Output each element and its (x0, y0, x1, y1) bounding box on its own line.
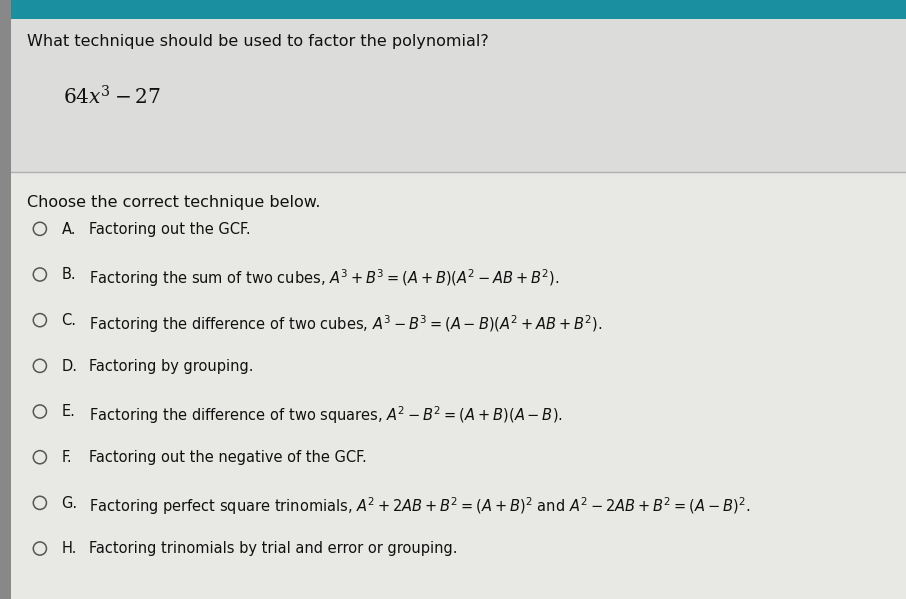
Text: Choose the correct technique below.: Choose the correct technique below. (27, 195, 321, 210)
Bar (0, 0, 11, 599)
Text: Factoring out the negative of the GCF.: Factoring out the negative of the GCF. (89, 450, 367, 465)
Text: H.: H. (62, 541, 77, 556)
Text: What technique should be used to factor the polynomial?: What technique should be used to factor … (27, 34, 489, 49)
Text: Factoring the difference of two cubes, $A^3 - B^3 = (A - B)(A^2 + AB + B^2)$.: Factoring the difference of two cubes, $… (89, 313, 602, 335)
Text: Factoring trinomials by trial and error or grouping.: Factoring trinomials by trial and error … (89, 541, 458, 556)
Text: Factoring the difference of two squares, $A^2 - B^2 = (A + B)(A - B)$.: Factoring the difference of two squares,… (89, 404, 563, 426)
Text: Factoring by grouping.: Factoring by grouping. (89, 359, 254, 374)
Text: $64x^3-27$: $64x^3-27$ (63, 85, 161, 108)
Text: C.: C. (62, 313, 77, 328)
Bar (0, 0, 906, 19)
Text: A.: A. (62, 222, 76, 237)
Text: F.: F. (62, 450, 72, 465)
Text: E.: E. (62, 404, 75, 419)
Text: G.: G. (62, 496, 78, 511)
Text: Factoring out the GCF.: Factoring out the GCF. (89, 222, 250, 237)
Text: Factoring perfect square trinomials, $A^2 + 2AB + B^2 = (A + B)^2$ and $A^2 - 2A: Factoring perfect square trinomials, $A^… (89, 496, 750, 518)
Bar (11, 172, 906, 599)
Text: D.: D. (62, 359, 78, 374)
Bar (11, 19, 906, 172)
Text: B.: B. (62, 267, 76, 282)
Text: Factoring the sum of two cubes, $A^3 + B^3 = (A + B)(A^2 - AB + B^2)$.: Factoring the sum of two cubes, $A^3 + B… (89, 267, 560, 289)
